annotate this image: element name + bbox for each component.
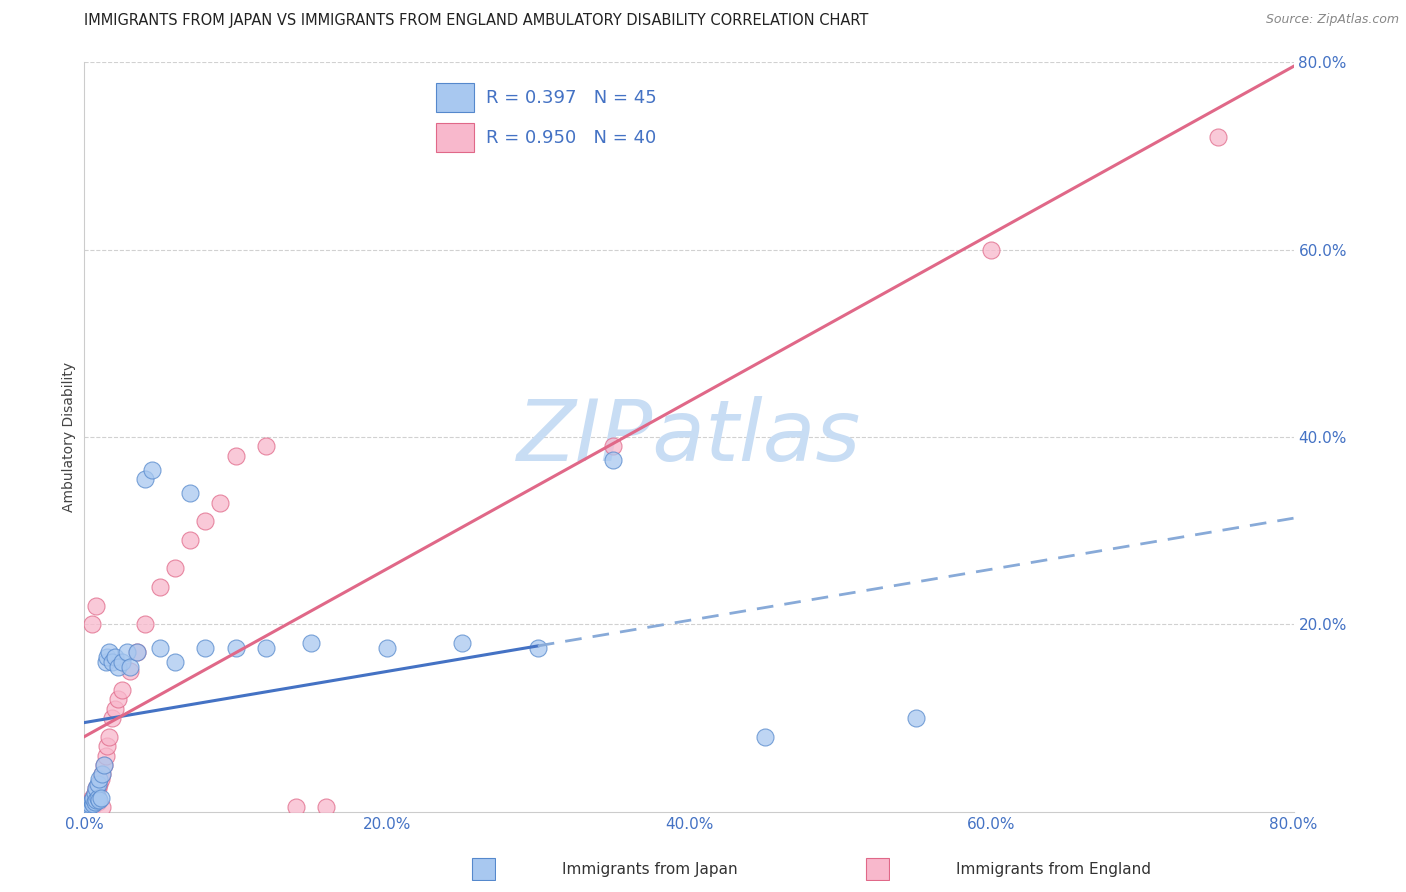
FancyBboxPatch shape xyxy=(866,858,889,880)
Point xyxy=(754,730,776,744)
Point xyxy=(97,646,120,660)
Point xyxy=(602,440,624,454)
Point xyxy=(87,781,110,796)
Point xyxy=(163,561,186,575)
Point xyxy=(90,790,112,805)
Point xyxy=(134,617,156,632)
Point xyxy=(149,580,172,594)
Point xyxy=(79,797,101,812)
Point xyxy=(91,767,114,781)
Point xyxy=(96,650,118,665)
Point xyxy=(94,748,117,763)
Point xyxy=(82,790,104,805)
Point xyxy=(80,800,103,814)
Point xyxy=(100,711,122,725)
Point xyxy=(100,655,122,669)
Point xyxy=(87,796,110,810)
Point xyxy=(118,659,141,673)
Point xyxy=(86,781,108,796)
Point xyxy=(80,617,103,632)
Y-axis label: Ambulatory Disability: Ambulatory Disability xyxy=(62,362,76,512)
Point xyxy=(904,711,927,725)
Point xyxy=(86,781,108,796)
Point xyxy=(284,800,308,814)
Point xyxy=(96,739,118,753)
Point xyxy=(179,486,201,500)
Point xyxy=(89,776,111,791)
Point xyxy=(107,692,129,706)
Point xyxy=(75,803,97,817)
Point xyxy=(93,758,115,772)
Point xyxy=(80,793,103,807)
FancyBboxPatch shape xyxy=(472,858,495,880)
Point xyxy=(89,793,111,807)
Text: Source: ZipAtlas.com: Source: ZipAtlas.com xyxy=(1265,13,1399,27)
Point xyxy=(76,800,98,814)
Point xyxy=(90,772,112,786)
Point xyxy=(84,796,107,810)
Point xyxy=(141,463,163,477)
Point xyxy=(97,730,120,744)
Point xyxy=(84,790,107,805)
Point xyxy=(84,786,107,800)
Point xyxy=(104,650,127,665)
Point xyxy=(179,533,201,547)
Point xyxy=(225,640,247,655)
Point xyxy=(87,776,110,791)
Point xyxy=(209,496,232,510)
Point xyxy=(149,640,172,655)
Point xyxy=(77,797,100,812)
Point xyxy=(127,646,149,660)
Point xyxy=(194,514,217,528)
Point xyxy=(86,599,108,613)
Text: Immigrants from Japan: Immigrants from Japan xyxy=(562,863,738,877)
Point xyxy=(526,640,548,655)
Text: IMMIGRANTS FROM JAPAN VS IMMIGRANTS FROM ENGLAND AMBULATORY DISABILITY CORRELATI: IMMIGRANTS FROM JAPAN VS IMMIGRANTS FROM… xyxy=(84,13,869,29)
Point xyxy=(91,767,114,781)
Point xyxy=(115,646,138,660)
Point xyxy=(254,440,277,454)
Point xyxy=(89,772,111,786)
Point xyxy=(980,243,1002,257)
Point xyxy=(77,798,100,813)
Point xyxy=(225,449,247,463)
Point xyxy=(163,655,186,669)
Point xyxy=(82,796,104,810)
Point xyxy=(79,796,101,810)
Point xyxy=(111,683,134,698)
Point xyxy=(91,800,114,814)
Point xyxy=(118,664,141,679)
Point xyxy=(375,640,398,655)
Text: Immigrants from England: Immigrants from England xyxy=(956,863,1152,877)
Point xyxy=(299,636,322,650)
Point xyxy=(315,800,337,814)
Point xyxy=(93,758,115,772)
Point xyxy=(134,472,156,486)
Point xyxy=(602,453,624,467)
Point xyxy=(194,640,217,655)
Text: ZIPatlas: ZIPatlas xyxy=(517,395,860,479)
Point xyxy=(80,796,103,810)
Point xyxy=(107,659,129,673)
Point xyxy=(1206,130,1229,145)
Point xyxy=(451,636,474,650)
Point xyxy=(86,793,108,807)
Point xyxy=(84,786,107,800)
Point xyxy=(104,701,127,715)
Point xyxy=(111,655,134,669)
Point xyxy=(127,646,149,660)
Point xyxy=(76,801,98,815)
Point xyxy=(82,797,104,812)
Point xyxy=(254,640,277,655)
Point xyxy=(87,790,110,805)
Point xyxy=(77,800,100,814)
Point xyxy=(80,790,103,805)
Point xyxy=(94,655,117,669)
